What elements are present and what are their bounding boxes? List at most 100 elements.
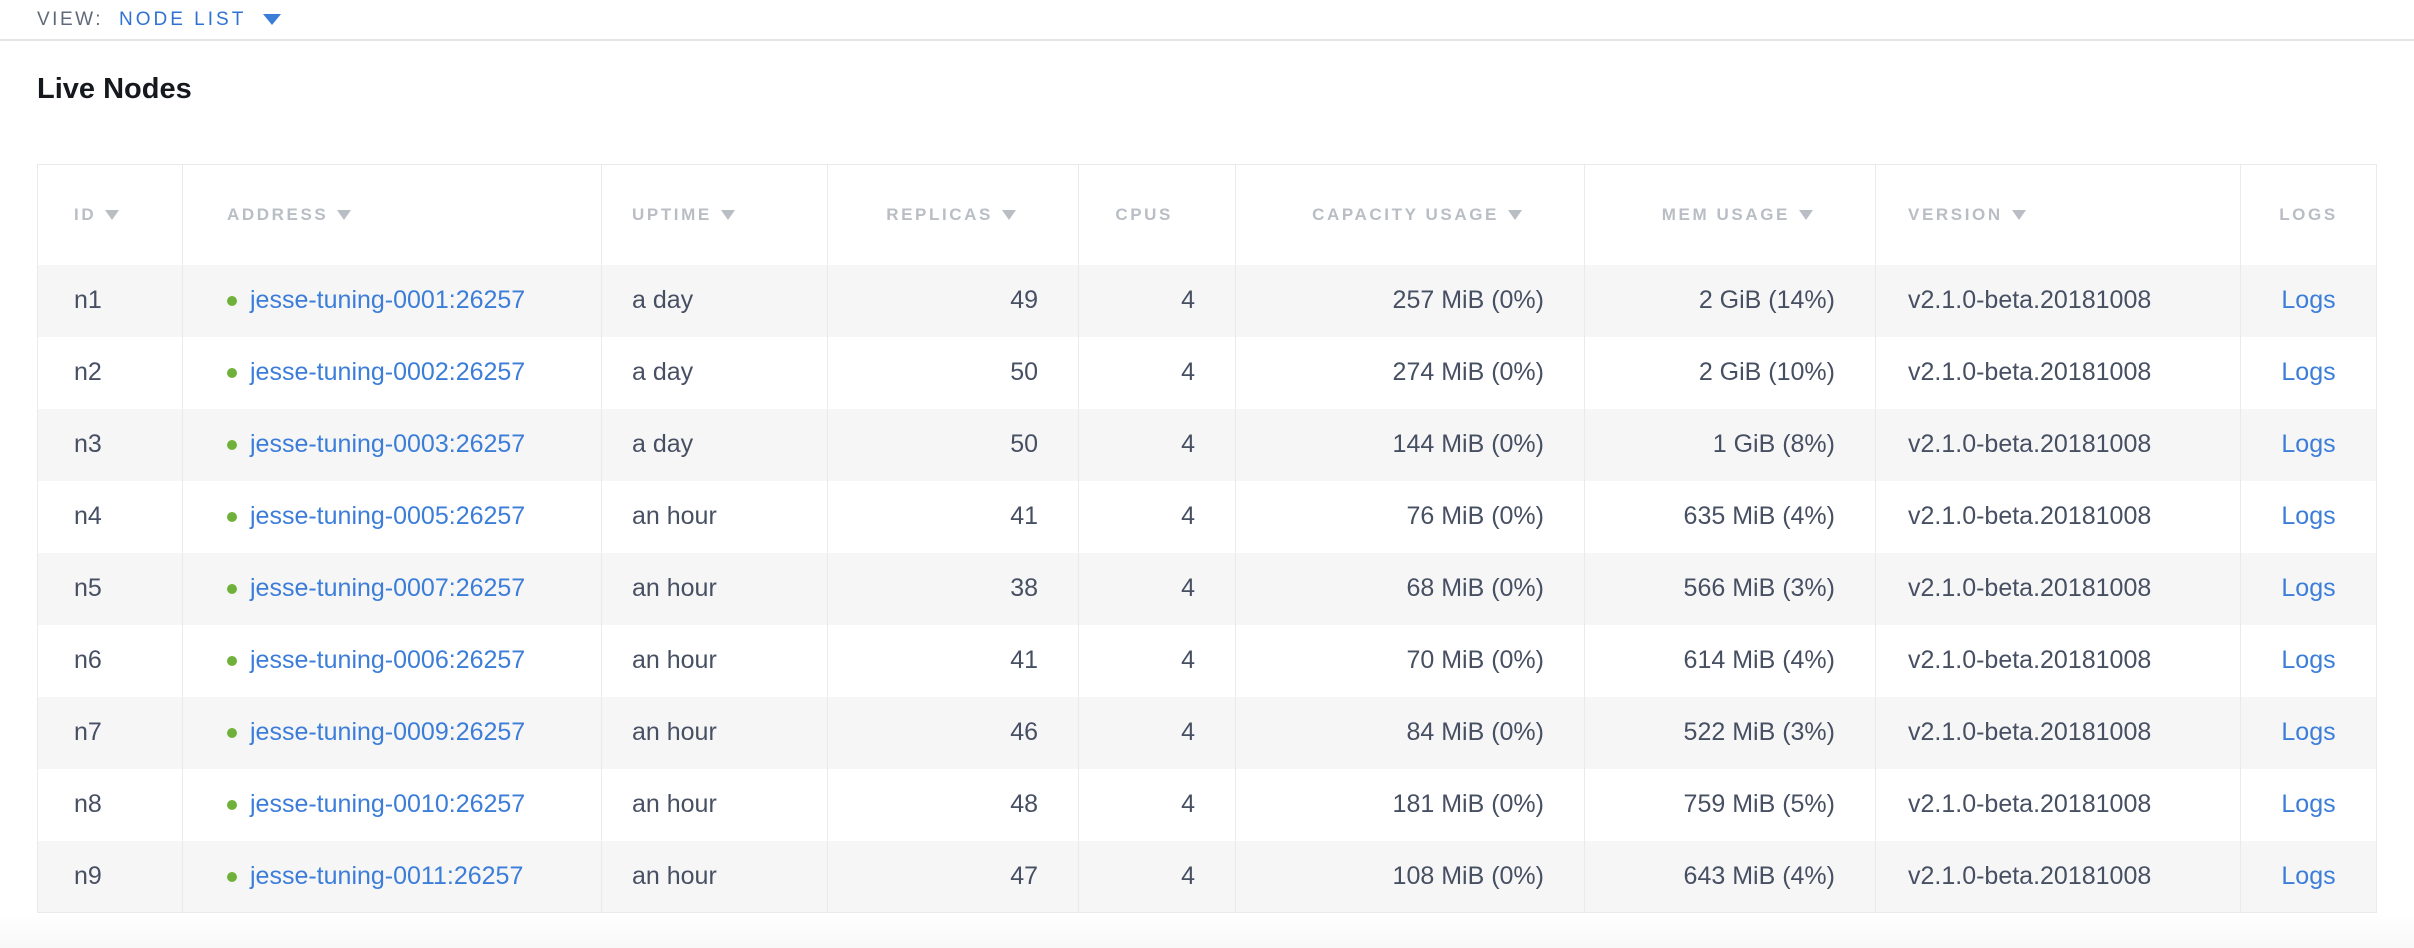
- node-capacity-usage: 70 MiB (0%): [1406, 646, 1544, 674]
- node-version: v2.1.0-beta.20181008: [1908, 861, 2152, 890]
- node-mem-usage: 2 GiB (14%): [1698, 286, 1835, 314]
- node-version: v2.1.0-beta.20181008: [1908, 790, 2152, 818]
- node-address-link[interactable]: jesse-tuning-0005:26257: [250, 502, 526, 530]
- node-capacity-usage: 108 MiB (0%): [1392, 861, 1544, 890]
- node-uptime: an hour: [632, 861, 717, 890]
- node-version: v2.1.0-beta.20181008: [1908, 430, 2152, 458]
- node-uptime: a day: [632, 430, 694, 458]
- node-address-link[interactable]: jesse-tuning-0009:26257: [250, 718, 526, 746]
- column-header-replicas[interactable]: REPLICAS: [827, 164, 1079, 265]
- node-mem-usage: 643 MiB (4%): [1683, 861, 1835, 890]
- node-address-link[interactable]: jesse-tuning-0002:26257: [250, 358, 526, 386]
- node-capacity-usage: 68 MiB (0%): [1406, 574, 1544, 602]
- node-cpus: 4: [1181, 861, 1195, 890]
- node-status-dot-icon: [227, 728, 237, 738]
- column-header-version[interactable]: VERSION: [1875, 164, 2241, 265]
- node-capacity-usage: 76 MiB (0%): [1406, 502, 1544, 530]
- node-status-dot-icon: [227, 656, 237, 666]
- node-status-dot-icon: [227, 584, 237, 594]
- node-replicas: 47: [1010, 861, 1038, 890]
- node-logs-link[interactable]: Logs: [2281, 286, 2336, 314]
- bottom-shadow: [0, 914, 2414, 948]
- node-status-dot-icon: [227, 368, 237, 378]
- node-version: v2.1.0-beta.20181008: [1908, 358, 2152, 386]
- table-row: n4 jesse-tuning-0005:26257 an hour 41 4 …: [37, 480, 2377, 553]
- table-row: n9 jesse-tuning-0011:26257 an hour 47 4 …: [37, 840, 2377, 913]
- table-body: n1 jesse-tuning-0001:26257 a day 49 4 25…: [37, 264, 2377, 913]
- node-uptime: a day: [632, 286, 694, 314]
- node-version: v2.1.0-beta.20181008: [1908, 574, 2152, 602]
- node-cpus: 4: [1181, 718, 1195, 746]
- node-cpus: 4: [1181, 358, 1195, 386]
- node-logs-link[interactable]: Logs: [2281, 861, 2336, 890]
- table-row: n1 jesse-tuning-0001:26257 a day 49 4 25…: [37, 264, 2377, 337]
- node-capacity-usage: 274 MiB (0%): [1392, 358, 1544, 386]
- table-row: n8 jesse-tuning-0010:26257 an hour 48 4 …: [37, 768, 2377, 841]
- column-header-id[interactable]: ID: [37, 164, 183, 265]
- table-row: n5 jesse-tuning-0007:26257 an hour 38 4 …: [37, 552, 2377, 625]
- node-status-dot-icon: [227, 512, 237, 522]
- node-replicas: 49: [1010, 286, 1038, 314]
- sort-triangle-icon: [337, 209, 352, 220]
- node-status-dot-icon: [227, 871, 237, 882]
- node-logs-link[interactable]: Logs: [2281, 358, 2336, 386]
- table-row: n3 jesse-tuning-0003:26257 a day 50 4 14…: [37, 408, 2377, 481]
- node-cpus: 4: [1181, 502, 1195, 530]
- node-replicas: 46: [1010, 718, 1038, 746]
- node-id: n5: [74, 574, 102, 602]
- node-mem-usage: 522 MiB (3%): [1683, 718, 1835, 746]
- column-header-mem[interactable]: MEM USAGE: [1584, 164, 1876, 265]
- node-cpus: 4: [1181, 646, 1195, 674]
- sort-triangle-icon: [1799, 209, 1813, 220]
- node-replicas: 50: [1010, 358, 1038, 386]
- column-header-address[interactable]: ADDRESS: [182, 164, 602, 265]
- node-logs-link[interactable]: Logs: [2281, 646, 2336, 674]
- node-logs-link[interactable]: Logs: [2281, 430, 2336, 458]
- page-title: Live Nodes: [37, 73, 192, 105]
- view-selector-dropdown[interactable]: NODE LIST: [119, 9, 282, 31]
- node-address-link[interactable]: jesse-tuning-0001:26257: [250, 286, 526, 314]
- live-nodes-table: ID ADDRESS UPTIME REPLICAS CPUS CAPACITY…: [37, 164, 2377, 913]
- node-logs-link[interactable]: Logs: [2281, 502, 2336, 530]
- column-header-logs: LOGS: [2240, 164, 2377, 265]
- node-version: v2.1.0-beta.20181008: [1908, 502, 2152, 530]
- node-uptime: an hour: [632, 646, 717, 674]
- node-address-link[interactable]: jesse-tuning-0006:26257: [250, 646, 526, 674]
- sort-triangle-icon: [1002, 209, 1016, 220]
- column-header-capacity[interactable]: CAPACITY USAGE: [1235, 164, 1585, 265]
- node-logs-link[interactable]: Logs: [2281, 718, 2336, 746]
- table-row: n6 jesse-tuning-0006:26257 an hour 41 4 …: [37, 624, 2377, 697]
- node-address-link[interactable]: jesse-tuning-0003:26257: [250, 430, 526, 458]
- node-replicas: 48: [1010, 790, 1038, 818]
- chevron-down-icon: [263, 14, 282, 25]
- node-replicas: 41: [1010, 502, 1038, 530]
- node-status-dot-icon: [227, 800, 237, 810]
- column-header-uptime[interactable]: UPTIME: [601, 164, 828, 265]
- view-label: VIEW:: [37, 8, 103, 30]
- node-address-link[interactable]: jesse-tuning-0011:26257: [250, 861, 524, 890]
- node-replicas: 38: [1010, 574, 1038, 602]
- node-uptime: an hour: [632, 574, 717, 602]
- node-mem-usage: 566 MiB (3%): [1683, 574, 1835, 602]
- node-mem-usage: 614 MiB (4%): [1683, 646, 1835, 674]
- node-replicas: 41: [1010, 646, 1038, 674]
- node-logs-link[interactable]: Logs: [2281, 574, 2336, 602]
- node-id: n7: [74, 718, 102, 746]
- node-cpus: 4: [1181, 286, 1195, 314]
- sort-triangle-icon: [1508, 209, 1522, 220]
- node-status-dot-icon: [227, 296, 237, 306]
- node-id: n9: [74, 861, 102, 890]
- node-address-link[interactable]: jesse-tuning-0010:26257: [250, 790, 526, 818]
- node-id: n6: [74, 646, 102, 674]
- node-version: v2.1.0-beta.20181008: [1908, 718, 2152, 746]
- node-mem-usage: 635 MiB (4%): [1683, 502, 1835, 530]
- sort-triangle-icon: [105, 209, 120, 220]
- node-id: n3: [74, 430, 102, 458]
- node-logs-link[interactable]: Logs: [2281, 790, 2336, 818]
- node-uptime: an hour: [632, 790, 717, 818]
- node-version: v2.1.0-beta.20181008: [1908, 646, 2152, 674]
- node-cpus: 4: [1181, 430, 1195, 458]
- node-address-link[interactable]: jesse-tuning-0007:26257: [250, 574, 526, 602]
- node-cpus: 4: [1181, 574, 1195, 602]
- node-mem-usage: 2 GiB (10%): [1698, 358, 1835, 386]
